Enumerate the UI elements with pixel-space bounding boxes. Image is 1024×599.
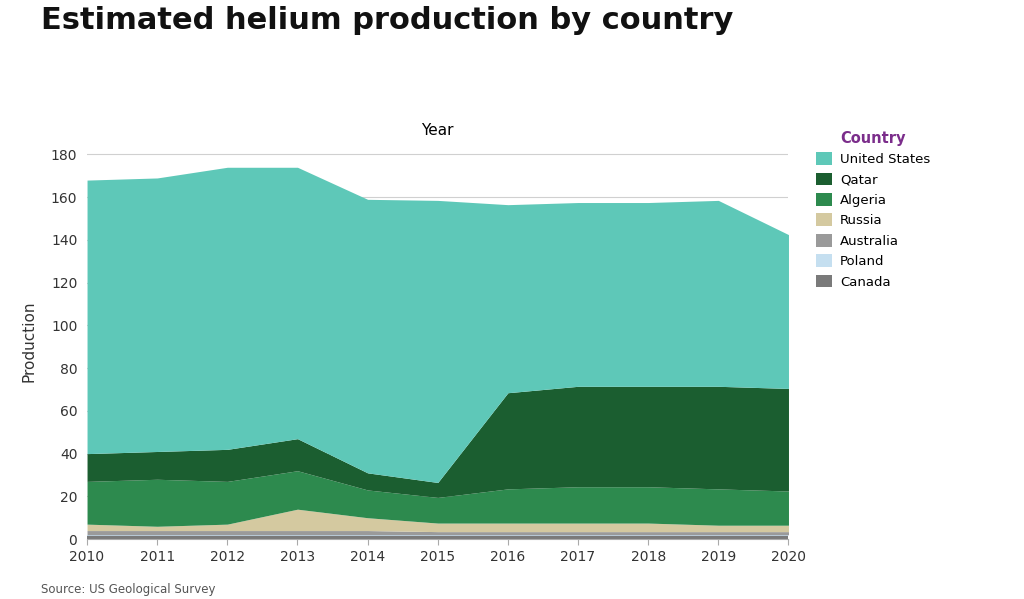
Y-axis label: Production: Production	[22, 301, 37, 382]
Text: Estimated helium production by country: Estimated helium production by country	[41, 6, 733, 35]
Text: Source: US Geological Survey: Source: US Geological Survey	[41, 583, 215, 596]
X-axis label: Year: Year	[422, 123, 454, 138]
Legend: United States, Qatar, Algeria, Russia, Australia, Poland, Canada: United States, Qatar, Algeria, Russia, A…	[816, 131, 930, 289]
